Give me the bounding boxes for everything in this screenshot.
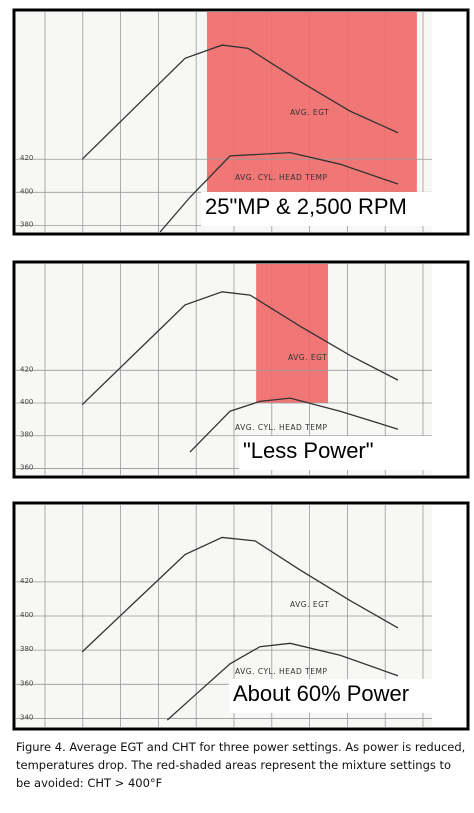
panel-frame xyxy=(12,8,470,236)
charts: 380 400 420 AVG. EGT AVG. CYL. HEAD TEMP 25"M… xyxy=(12,8,470,731)
y-tick-label: 380 xyxy=(20,220,33,228)
y-tick-label: 400 xyxy=(20,398,33,406)
y-tick-label: 400 xyxy=(20,611,33,619)
y-tick-label: 380 xyxy=(20,645,33,653)
series-line xyxy=(159,151,399,232)
series-label: AVG. CYL. HEAD TEMP xyxy=(235,667,327,676)
annotation-background xyxy=(201,192,464,226)
series-label: AVG. CYL. HEAD TEMP xyxy=(235,423,327,432)
annotation-background xyxy=(239,436,464,470)
y-tick-label: 340 xyxy=(20,713,33,721)
series-line xyxy=(166,642,399,721)
annotation: About 60% Power xyxy=(233,681,409,706)
shaded-region xyxy=(206,12,417,193)
series-label: AVG. EGT xyxy=(290,600,329,609)
y-tick-label: 420 xyxy=(20,577,33,585)
y-tick-label: 380 xyxy=(20,431,33,439)
annotation-background xyxy=(229,679,464,713)
y-tick-label: 360 xyxy=(20,679,33,687)
series-label: AVG. EGT xyxy=(290,108,329,117)
annotation: "Less Power" xyxy=(243,438,374,463)
series-line xyxy=(81,44,399,160)
shaded-region xyxy=(256,264,328,404)
y-tick-label: 420 xyxy=(20,365,33,373)
series-label: AVG. EGT xyxy=(288,353,327,362)
series-line xyxy=(81,536,399,653)
y-tick-label: 400 xyxy=(20,187,33,195)
y-tick-label: 420 xyxy=(20,154,33,162)
y-tick-label: 360 xyxy=(20,463,33,471)
panel-frame xyxy=(12,501,470,731)
panel-frame xyxy=(12,260,470,479)
caption: Figure 4. Average EGT and CHT for three … xyxy=(16,740,466,790)
series-label: AVG. CYL. HEAD TEMP xyxy=(235,173,327,182)
series-line xyxy=(189,397,399,453)
annotation: 25"MP & 2,500 RPM xyxy=(205,194,407,219)
series-line xyxy=(81,291,399,406)
